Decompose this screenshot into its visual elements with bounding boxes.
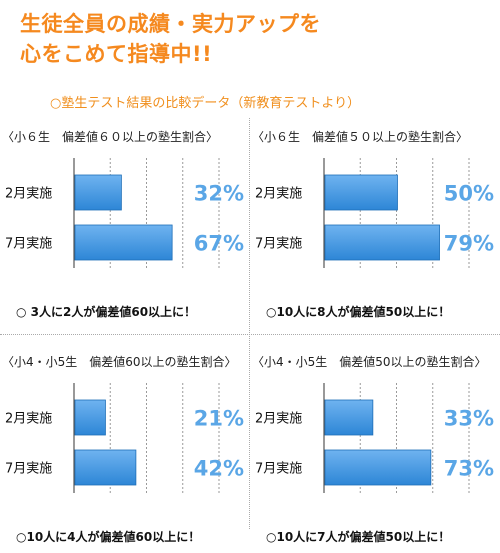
chart-footnote: ○10人に7人が偏差値50以上に！ — [266, 530, 451, 544]
comparison-subtitle: ○塾生テスト結果の比較データ（新教育テストより） — [50, 96, 361, 111]
chart-title: 〈小4・小5生 偏差値50以上の塾生割合〉 — [252, 355, 487, 369]
value-label: 33% — [444, 407, 494, 431]
value-label: 79% — [444, 232, 494, 256]
category-label: 7月実施 — [255, 236, 302, 252]
category-label: 7月実施 — [5, 461, 52, 477]
bar — [324, 449, 432, 486]
category-label: 7月実施 — [255, 461, 302, 477]
chart-panel-3: 〈小4・小5生 偏差値60以上の塾生割合〉 2月実施 21% 7月実施 42% ○10… — [0, 353, 250, 553]
value-label: 21% — [194, 407, 244, 431]
horizontal-divider — [0, 334, 500, 335]
bar-chart: 2月実施 21% 7月実施 42% — [5, 383, 244, 493]
vertical-divider — [249, 118, 250, 529]
bar — [74, 449, 137, 486]
category-label: 2月実施 — [5, 411, 52, 427]
value-label: 73% — [444, 457, 494, 481]
bar-chart: 2月実施 50% 7月実施 79% — [255, 158, 494, 268]
bar — [324, 399, 374, 436]
value-label: 32% — [194, 182, 244, 206]
category-label: 2月実施 — [255, 411, 302, 427]
bar — [324, 224, 440, 261]
category-label: 2月実施 — [5, 186, 52, 202]
value-label: 42% — [194, 457, 244, 481]
bar-chart: 2月実施 32% 7月実施 67% — [5, 158, 244, 268]
bar-chart: 2月実施 33% 7月実施 73% — [255, 383, 494, 493]
chart-panel-4: 〈小4・小5生 偏差値50以上の塾生割合〉 2月実施 33% 7月実施 73% ○10… — [250, 353, 500, 553]
bar — [74, 224, 173, 261]
headline-line-1: 生徒全員の成績・実力アップを — [20, 12, 321, 36]
chart-panel-2: 〈小６生 偏差値５０以上の塾生割合〉 2月実施 50% 7月実施 79% ○10人に8… — [250, 128, 500, 328]
chart-footnote: ○ 3人に2人が偏差値60以上に！ — [16, 305, 197, 319]
chart-title: 〈小６生 偏差値６０以上の塾生割合〉 — [2, 130, 219, 144]
chart-title: 〈小4・小5生 偏差値60以上の塾生割合〉 — [2, 355, 237, 369]
chart-panel-1: 〈小６生 偏差値６０以上の塾生割合〉 2月実施 32% 7月実施 67% ○ 3人に2… — [0, 128, 250, 328]
bar — [324, 174, 398, 211]
bar — [74, 174, 122, 211]
chart-title: 〈小６生 偏差値５０以上の塾生割合〉 — [252, 130, 469, 144]
chart-footnote: ○10人に8人が偏差値50以上に！ — [266, 305, 451, 319]
bar — [74, 399, 106, 436]
chart-footnote: ○10人に4人が偏差値60以上に！ — [16, 530, 201, 544]
value-label: 50% — [444, 182, 494, 206]
category-label: 2月実施 — [255, 186, 302, 202]
value-label: 67% — [194, 232, 244, 256]
category-label: 7月実施 — [5, 236, 52, 252]
headline-line-2: 心をこめて指導中!! — [20, 42, 213, 66]
